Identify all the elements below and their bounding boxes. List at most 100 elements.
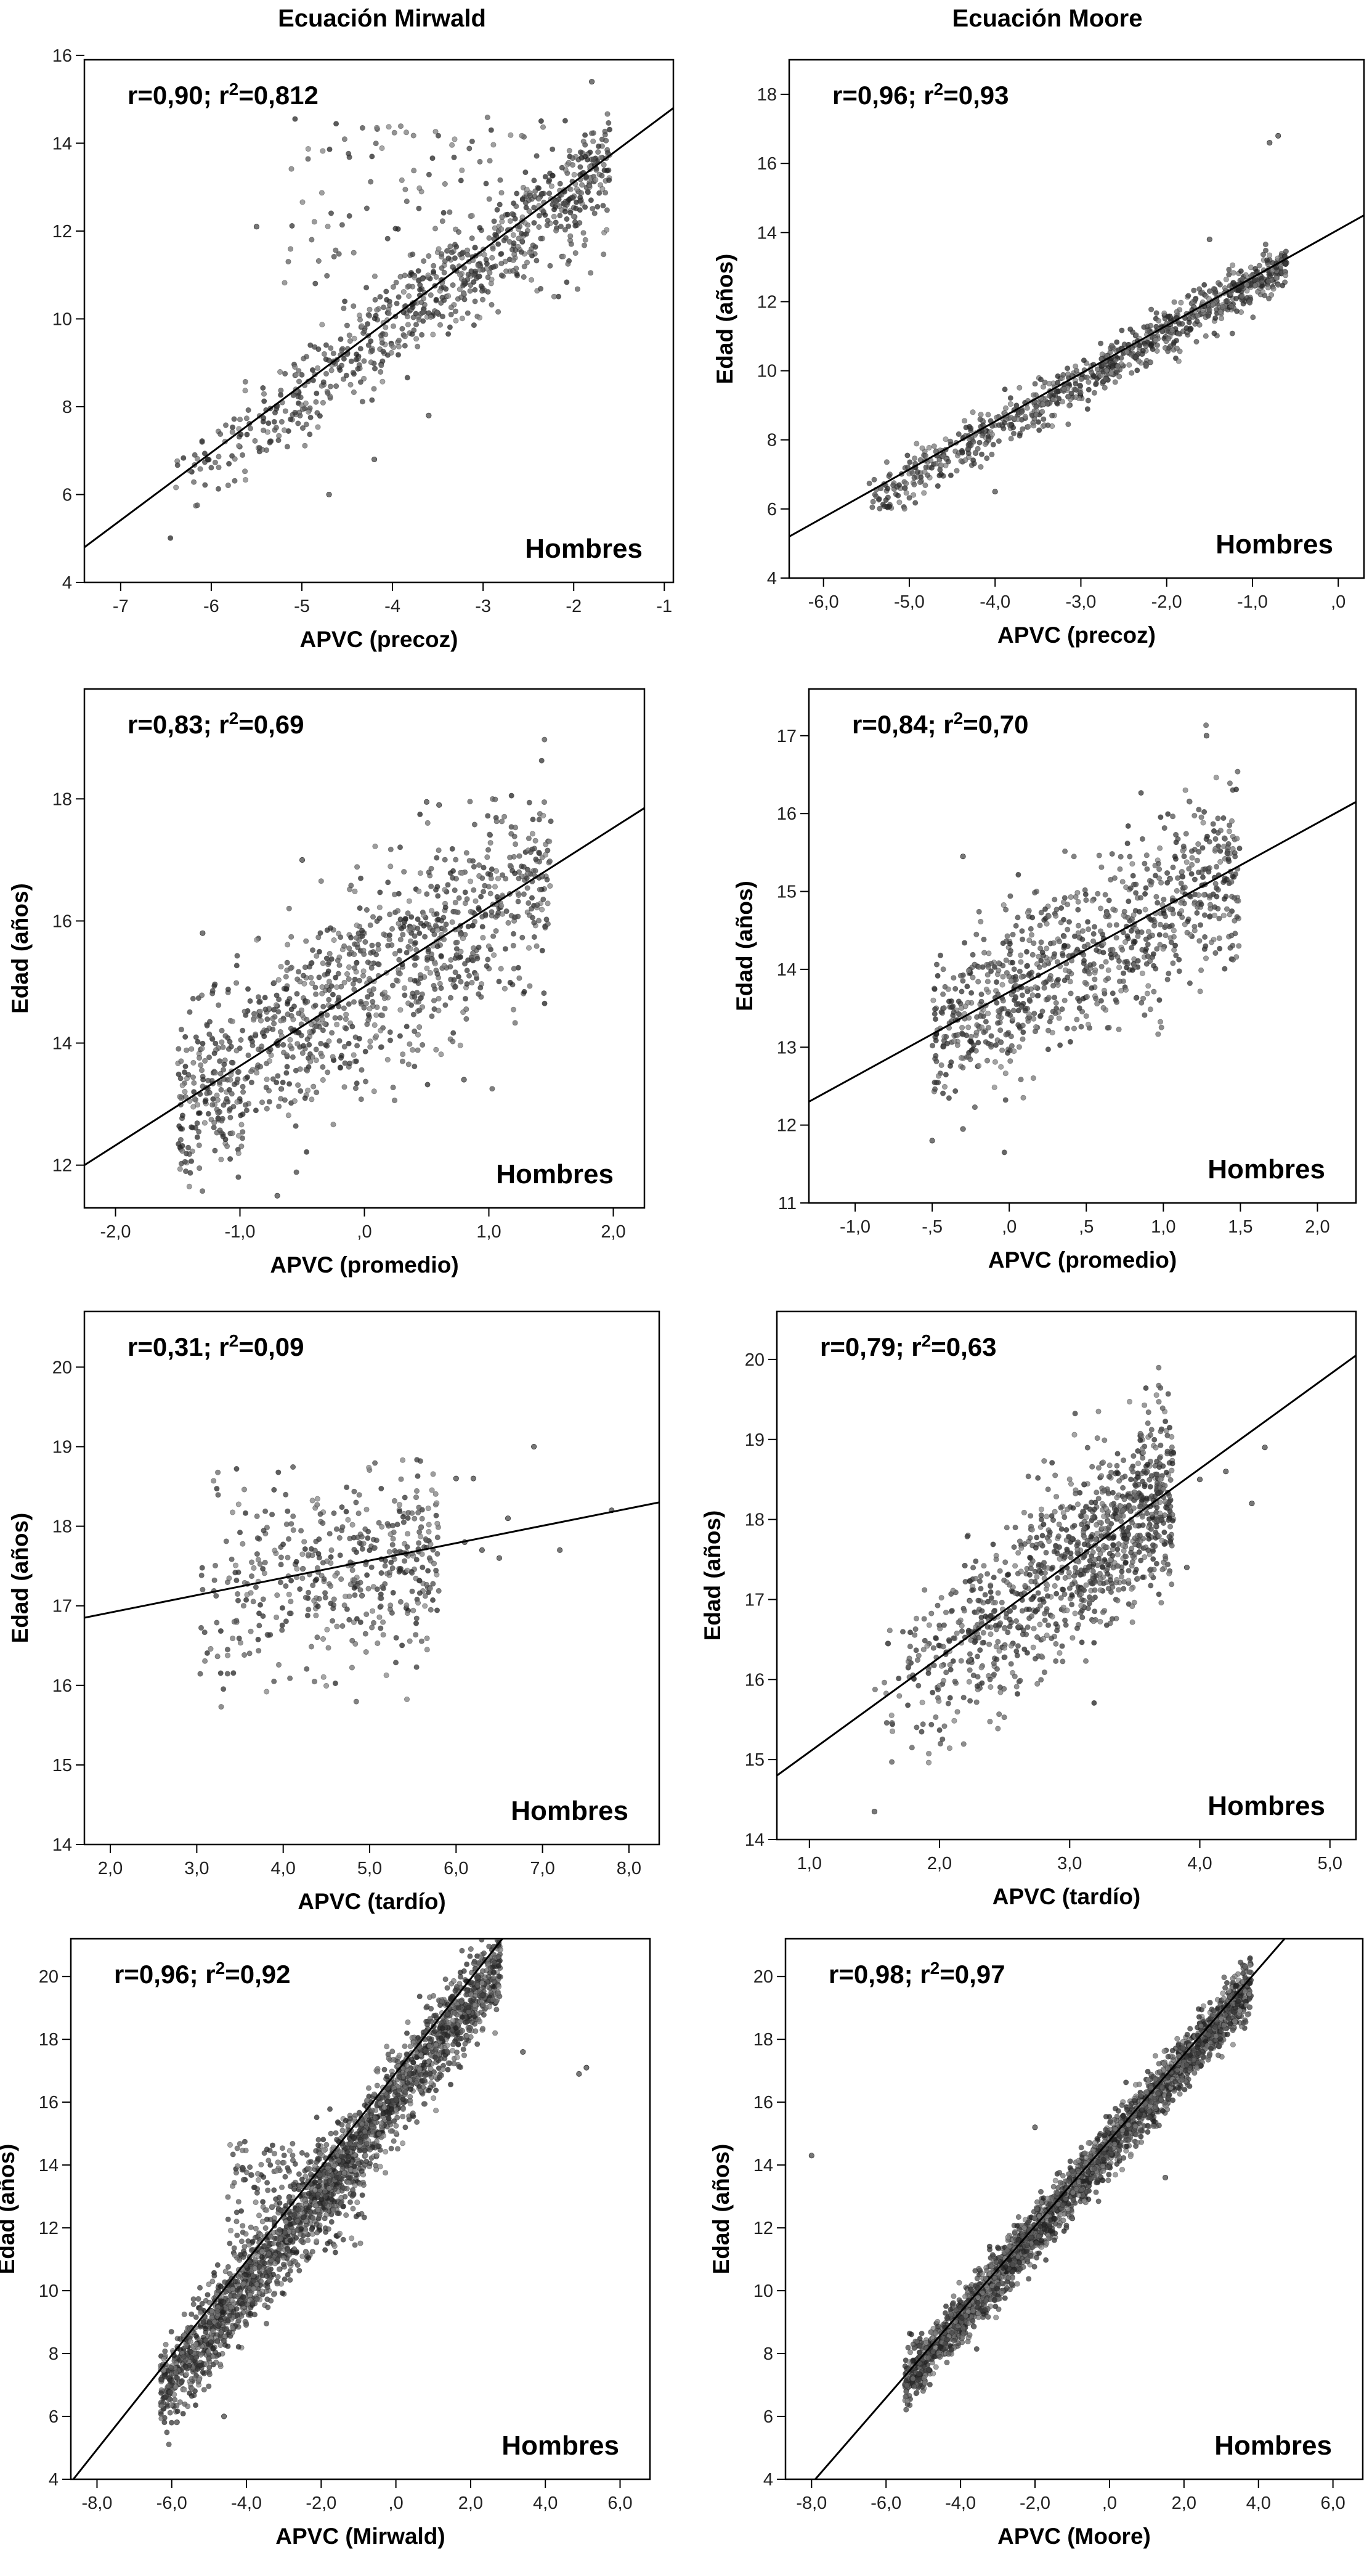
data-point xyxy=(513,825,518,830)
data-point xyxy=(275,1592,280,1597)
data-point xyxy=(343,1017,348,1022)
data-point xyxy=(534,944,539,948)
data-point xyxy=(440,295,445,300)
data-point xyxy=(423,1604,428,1608)
data-point xyxy=(572,219,577,224)
data-point xyxy=(207,1032,212,1037)
data-point xyxy=(192,1080,197,1085)
data-point xyxy=(339,1504,344,1509)
data-point xyxy=(193,1035,198,1040)
data-point xyxy=(992,1059,997,1064)
data-point xyxy=(320,961,325,966)
data-point xyxy=(1200,846,1205,850)
data-point xyxy=(1086,927,1091,932)
data-point xyxy=(372,316,377,321)
data-point xyxy=(1176,359,1181,364)
data-point xyxy=(351,1053,356,1058)
data-point xyxy=(400,1052,405,1057)
data-point xyxy=(1185,930,1190,935)
data-point xyxy=(1004,958,1009,963)
data-point xyxy=(1012,1563,1017,1568)
data-point xyxy=(601,203,606,208)
data-point xyxy=(1002,387,1007,392)
data-point xyxy=(907,495,912,500)
data-point xyxy=(603,129,607,134)
data-point xyxy=(254,1514,259,1518)
data-point xyxy=(1224,277,1228,282)
data-point xyxy=(428,1542,433,1547)
data-point xyxy=(440,219,445,224)
y-tick-label: 4 xyxy=(767,569,777,589)
data-point xyxy=(261,1597,266,1602)
data-point xyxy=(216,1003,221,1008)
data-point xyxy=(295,1041,300,1046)
data-point xyxy=(1140,836,1145,841)
data-point xyxy=(935,973,940,978)
data-point xyxy=(561,254,566,259)
data-point xyxy=(1142,861,1147,866)
data-point xyxy=(457,272,462,277)
data-point xyxy=(1041,402,1045,407)
data-point xyxy=(236,1133,241,1138)
data-point xyxy=(391,324,396,328)
data-point xyxy=(1114,923,1119,927)
data-point xyxy=(1005,1011,1010,1016)
data-point xyxy=(434,1501,439,1506)
data-point xyxy=(465,248,469,253)
data-point xyxy=(551,207,556,212)
data-point xyxy=(274,1615,278,1620)
data-point xyxy=(386,880,391,885)
data-point xyxy=(489,866,494,871)
data-point xyxy=(465,981,469,986)
data-point xyxy=(1158,1443,1163,1448)
data-point xyxy=(346,1517,351,1522)
data-point xyxy=(425,1568,430,1573)
data-point xyxy=(248,426,253,431)
data-point xyxy=(218,1628,223,1633)
data-point xyxy=(530,831,535,836)
data-point xyxy=(177,1167,182,1172)
data-point xyxy=(402,985,407,990)
data-point xyxy=(370,915,375,919)
data-point xyxy=(493,797,498,802)
data-point xyxy=(329,1030,334,1035)
data-point xyxy=(486,944,491,948)
data-point xyxy=(564,280,569,285)
data-point xyxy=(392,1098,397,1103)
data-point xyxy=(1157,932,1162,937)
data-point xyxy=(397,948,402,953)
data-point xyxy=(440,314,445,319)
data-point xyxy=(248,1036,253,1041)
data-point xyxy=(342,1085,347,1090)
data-point xyxy=(314,1613,319,1618)
data-point xyxy=(288,247,293,251)
data-point xyxy=(1016,872,1021,877)
data-point xyxy=(1041,417,1046,422)
data-point xyxy=(1169,1445,1174,1449)
outlier-point xyxy=(424,799,429,804)
data-point xyxy=(380,1620,385,1624)
data-point xyxy=(1207,839,1212,844)
data-point xyxy=(226,1046,231,1051)
data-point xyxy=(418,871,423,876)
data-point xyxy=(519,133,524,138)
data-point xyxy=(300,1552,305,1557)
data-point xyxy=(885,486,890,491)
data-point xyxy=(340,1623,345,1628)
data-point xyxy=(254,1070,259,1075)
data-point xyxy=(492,884,497,889)
data-point xyxy=(232,1619,237,1624)
data-point xyxy=(978,412,983,417)
data-point xyxy=(527,913,532,918)
data-point xyxy=(1229,303,1234,308)
data-point xyxy=(1199,815,1204,820)
y-tick-label: 12 xyxy=(777,1116,797,1136)
data-point xyxy=(206,457,211,462)
data-point xyxy=(375,308,380,312)
data-point xyxy=(904,481,909,486)
data-point xyxy=(344,1509,349,1514)
data-point xyxy=(1084,964,1089,969)
data-point xyxy=(1115,1598,1120,1603)
data-point xyxy=(539,191,544,196)
